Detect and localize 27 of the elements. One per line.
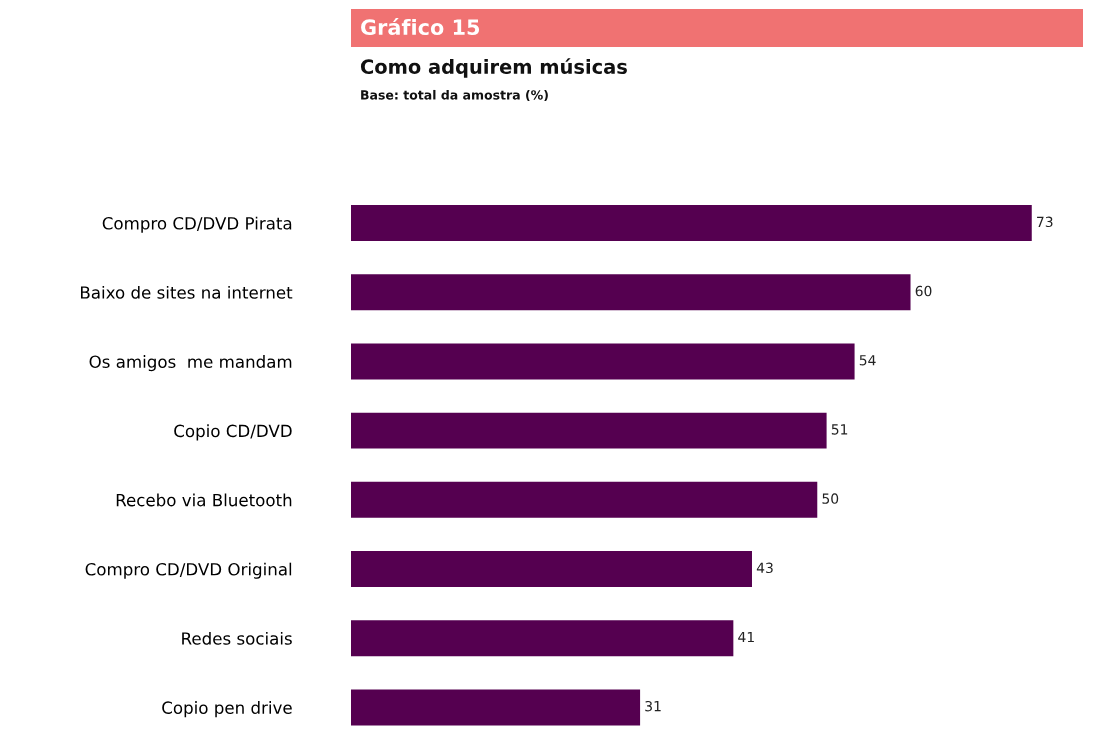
bar bbox=[351, 274, 911, 311]
data-label: 51 bbox=[831, 424, 848, 435]
y-tick-label: Compro CD/DVD Pirata bbox=[102, 216, 292, 233]
y-tick-label: Baixo de sites na internet bbox=[81, 285, 293, 299]
y-tick-label: Copio CD/DVD bbox=[174, 424, 292, 441]
bar bbox=[351, 620, 734, 657]
data-label: 41 bbox=[738, 631, 754, 643]
y-tick-label: Copio pen drive bbox=[162, 701, 292, 718]
y-tick-label: Os amigos me mandam bbox=[89, 355, 292, 372]
bar bbox=[351, 205, 1032, 242]
y-tick-label: Recebo via Bluetooth bbox=[116, 493, 292, 507]
data-label: 50 bbox=[822, 493, 839, 504]
chart-title: Gráfico 15 bbox=[361, 18, 480, 36]
chart-subtitle: Como adquirem músicas bbox=[360, 58, 627, 78]
bar bbox=[351, 412, 827, 449]
bar bbox=[351, 551, 752, 588]
bar bbox=[351, 343, 855, 380]
bar bbox=[351, 689, 641, 726]
data-label: 60 bbox=[915, 285, 932, 297]
data-label: 54 bbox=[859, 355, 876, 366]
y-tick-label: Compro CD/DVD Original bbox=[85, 562, 292, 579]
text: Base: total da amostra (%) bbox=[361, 89, 548, 102]
data-label: 73 bbox=[1037, 216, 1053, 228]
y-tick-label: Redes sociais bbox=[182, 631, 292, 645]
bar bbox=[351, 481, 818, 518]
data-label: 43 bbox=[756, 562, 773, 574]
data-label: 31 bbox=[645, 700, 661, 712]
